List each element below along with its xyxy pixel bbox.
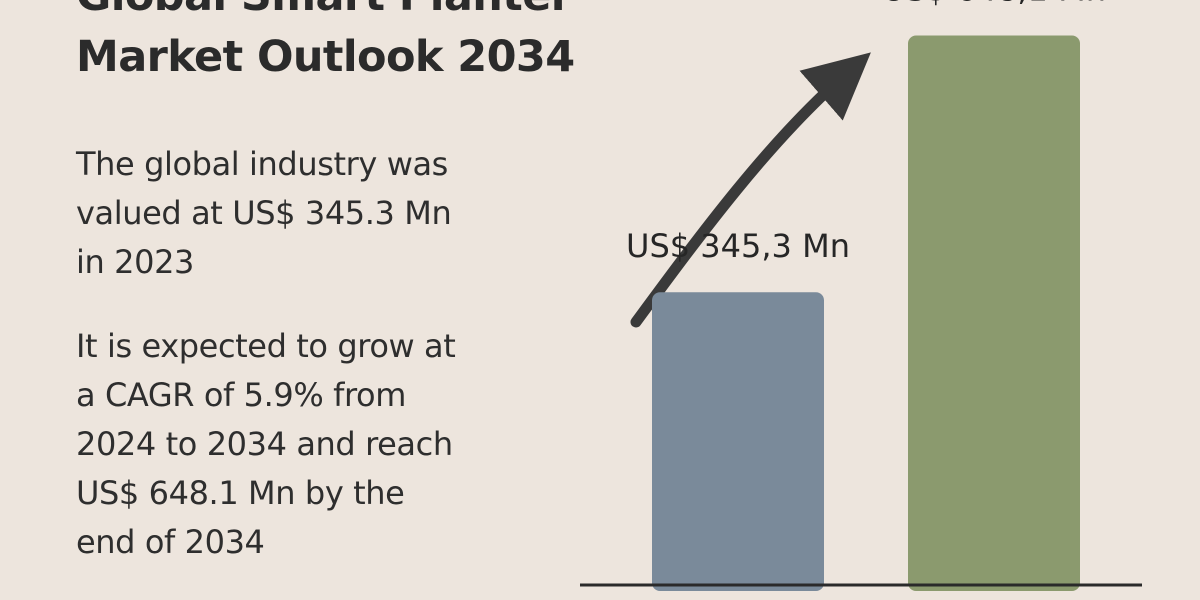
page-title: Global Smart Planter Market Outlook 2034: [76, 0, 575, 88]
paragraph-2-line-4: US$ 648.1 Mn by the: [76, 474, 405, 512]
paragraph-2-line-3: 2024 to 2034 and reach: [76, 425, 453, 463]
paragraph-2-line-5: end of 2034: [76, 523, 265, 561]
growth-arrow-icon: [630, 52, 871, 328]
paragraph-2-line-1: It is expected to grow at: [76, 327, 456, 365]
bar-2034: [908, 35, 1080, 591]
paragraph-2-line-2: a CAGR of 5.9% from: [76, 376, 407, 414]
growth-forecast-text: It is expected to grow at a CAGR of 5.9%…: [76, 322, 456, 567]
title-line-1: Global Smart Planter: [76, 0, 575, 27]
paragraph-1-line-3: in 2023: [76, 243, 194, 281]
bar-2034-value-label: US$ 648,1 Mn: [882, 0, 1106, 9]
bar-2023: [652, 292, 824, 591]
paragraph-1-line-1: The global industry was: [76, 145, 448, 183]
bar-2023-value-label: US$ 345,3 Mn: [626, 227, 850, 265]
industry-value-text: The global industry was valued at US$ 34…: [76, 140, 452, 287]
paragraph-1-line-2: valued at US$ 345.3 Mn: [76, 194, 452, 232]
title-line-2: Market Outlook 2034: [76, 32, 575, 82]
